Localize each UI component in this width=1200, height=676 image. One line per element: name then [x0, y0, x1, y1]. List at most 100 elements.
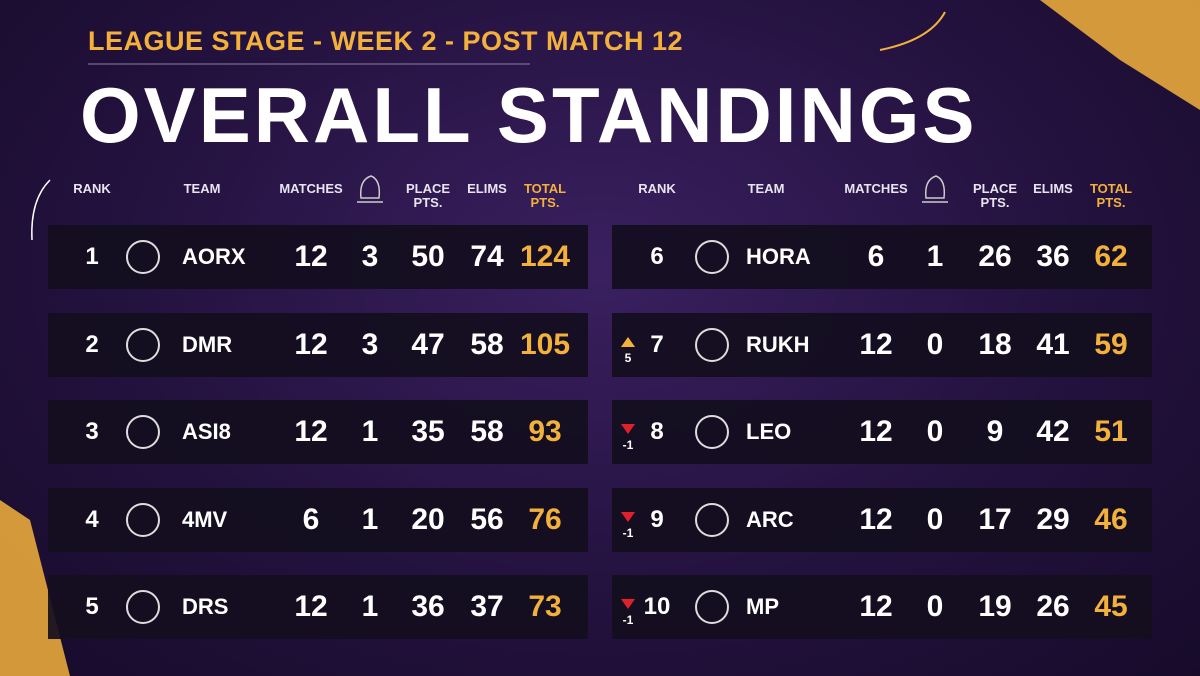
- team-logo: [126, 240, 160, 274]
- total-pts: 51: [1094, 415, 1128, 448]
- column-header: RANK: [638, 181, 676, 196]
- place-pts: 50: [411, 240, 445, 273]
- team-name: DRS: [182, 594, 229, 619]
- column-header: RANK: [73, 181, 111, 196]
- paint-stroke: [1040, 0, 1200, 110]
- team-logo: [695, 328, 729, 362]
- place-pts: 26: [978, 240, 1012, 273]
- wins: 0: [926, 415, 944, 448]
- total-pts: 124: [519, 240, 571, 273]
- wins: 1: [361, 415, 379, 448]
- rank: 7: [650, 331, 664, 358]
- team-logo: [126, 503, 160, 537]
- wins: 3: [361, 240, 379, 273]
- team-name: HORA: [746, 244, 811, 269]
- matches: 12: [294, 240, 328, 273]
- team-name: LEO: [746, 419, 792, 444]
- place-pts: 17: [978, 503, 1012, 536]
- team-name: AORX: [182, 244, 246, 269]
- column-header: TEAM: [747, 181, 785, 196]
- place-pts: 19: [978, 590, 1012, 623]
- column-header: ELIMS: [467, 181, 507, 196]
- matches: 12: [859, 590, 893, 623]
- team-logo: [695, 415, 729, 449]
- rank: 8: [650, 418, 664, 445]
- team-logo: [695, 590, 729, 624]
- wins: 3: [361, 328, 379, 361]
- wins: 1: [361, 503, 379, 536]
- rank: 3: [85, 418, 99, 445]
- matches: 12: [859, 328, 893, 361]
- team-name: ARC: [746, 507, 794, 532]
- total-pts: 105: [519, 328, 571, 361]
- matches: 12: [294, 590, 328, 623]
- column-header: PLACE PTS.: [405, 181, 451, 210]
- elims: 29: [1036, 503, 1070, 536]
- wins: 0: [926, 328, 944, 361]
- elims: 26: [1036, 590, 1070, 623]
- column-header: PLACE PTS.: [972, 181, 1018, 210]
- down-arrow: [621, 512, 635, 522]
- wins: 0: [926, 590, 944, 623]
- place-pts: 20: [411, 503, 445, 536]
- team-logo: [126, 590, 160, 624]
- team-logo: [695, 240, 729, 274]
- matches: 12: [859, 503, 893, 536]
- column-header: MATCHES: [844, 181, 908, 196]
- rank-change: -1: [622, 526, 634, 540]
- team-name: MP: [746, 594, 779, 619]
- place-pts: 36: [411, 590, 445, 623]
- column-header: TOTAL PTS.: [523, 181, 567, 210]
- rank: 2: [85, 331, 99, 358]
- matches: 12: [294, 328, 328, 361]
- arrow-doodle: [879, 11, 946, 51]
- rank-change: -1: [622, 438, 634, 452]
- elims: 58: [470, 415, 504, 448]
- title: OVERALL STANDINGS: [80, 71, 978, 159]
- place-pts: 9: [986, 415, 1004, 448]
- elims: 74: [470, 240, 504, 273]
- elims: 56: [470, 503, 504, 536]
- rank: 10: [643, 593, 671, 620]
- down-arrow: [621, 424, 635, 434]
- wins: 1: [361, 590, 379, 623]
- rank: 5: [85, 593, 99, 620]
- rank-change: 5: [624, 351, 632, 365]
- rank-change: -1: [622, 613, 634, 627]
- team-logo: [695, 503, 729, 537]
- total-pts: 45: [1094, 590, 1128, 623]
- column-header: MATCHES: [279, 181, 343, 196]
- rank: 4: [85, 506, 99, 533]
- team-logo: [126, 415, 160, 449]
- chicken-dinner-icon: [922, 175, 948, 203]
- column-header: TOTAL PTS.: [1089, 181, 1133, 210]
- up-arrow: [621, 337, 635, 347]
- place-pts: 18: [978, 328, 1012, 361]
- team-name: RUKH: [746, 332, 810, 357]
- matches: 12: [294, 415, 328, 448]
- chicken-dinner-icon: [357, 175, 383, 203]
- matches: 6: [867, 240, 885, 273]
- subtitle: LEAGUE STAGE - WEEK 2 - POST MATCH 12: [88, 26, 684, 56]
- wins: 1: [926, 240, 944, 273]
- elims: 41: [1036, 328, 1070, 361]
- place-pts: 35: [411, 415, 445, 448]
- down-arrow: [621, 599, 635, 609]
- rank: 9: [650, 506, 664, 533]
- total-pts: 59: [1094, 328, 1128, 361]
- column-header: TEAM: [183, 181, 221, 196]
- elims: 37: [470, 590, 504, 623]
- team-name: 4MV: [182, 507, 228, 532]
- arrow-doodle: [31, 179, 51, 241]
- total-pts: 62: [1094, 240, 1128, 273]
- wins: 0: [926, 503, 944, 536]
- total-pts: 73: [528, 590, 562, 623]
- rank: 6: [650, 243, 664, 270]
- elims: 58: [470, 328, 504, 361]
- matches: 12: [859, 415, 893, 448]
- total-pts: 93: [528, 415, 562, 448]
- total-pts: 46: [1094, 503, 1128, 536]
- total-pts: 76: [528, 503, 562, 536]
- matches: 6: [302, 503, 320, 536]
